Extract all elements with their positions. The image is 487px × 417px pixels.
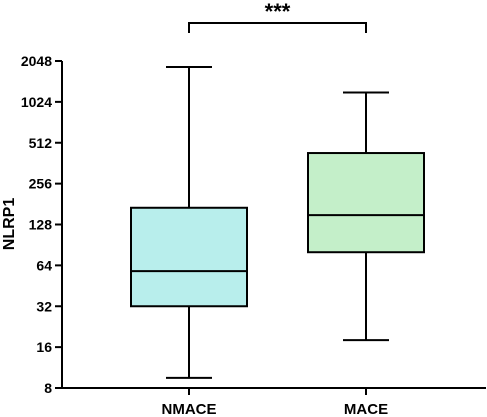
y-tick-label: 256	[29, 176, 53, 192]
x-tick-label: NMACE	[162, 401, 217, 417]
y-tick-label: 64	[36, 257, 52, 273]
significance-label: ***	[265, 0, 291, 24]
iqr-box	[307, 152, 425, 254]
box-nmace	[130, 65, 248, 379]
y-axis-title: NLRP1	[1, 198, 18, 251]
boxes	[130, 65, 425, 379]
y-tick-label: 8	[44, 380, 52, 396]
y-tick-label: 16	[36, 339, 52, 355]
y-tick-label: 32	[36, 298, 52, 314]
iqr-box	[130, 206, 248, 308]
y-tick-label: 512	[29, 135, 53, 151]
bracket-line	[188, 22, 367, 33]
y-axis: 8 16 32 64 128 256 512 1024 2048	[21, 53, 63, 396]
y-tick-label: 2048	[21, 53, 52, 69]
y-tick-label: 128	[29, 217, 53, 233]
significance-bracket: ***	[188, 0, 367, 33]
y-tick-label: 1024	[21, 94, 52, 110]
x-tick-label: MACE	[344, 401, 388, 417]
box-mace	[307, 91, 425, 342]
x-axis: NMACE MACE	[62, 387, 486, 417]
